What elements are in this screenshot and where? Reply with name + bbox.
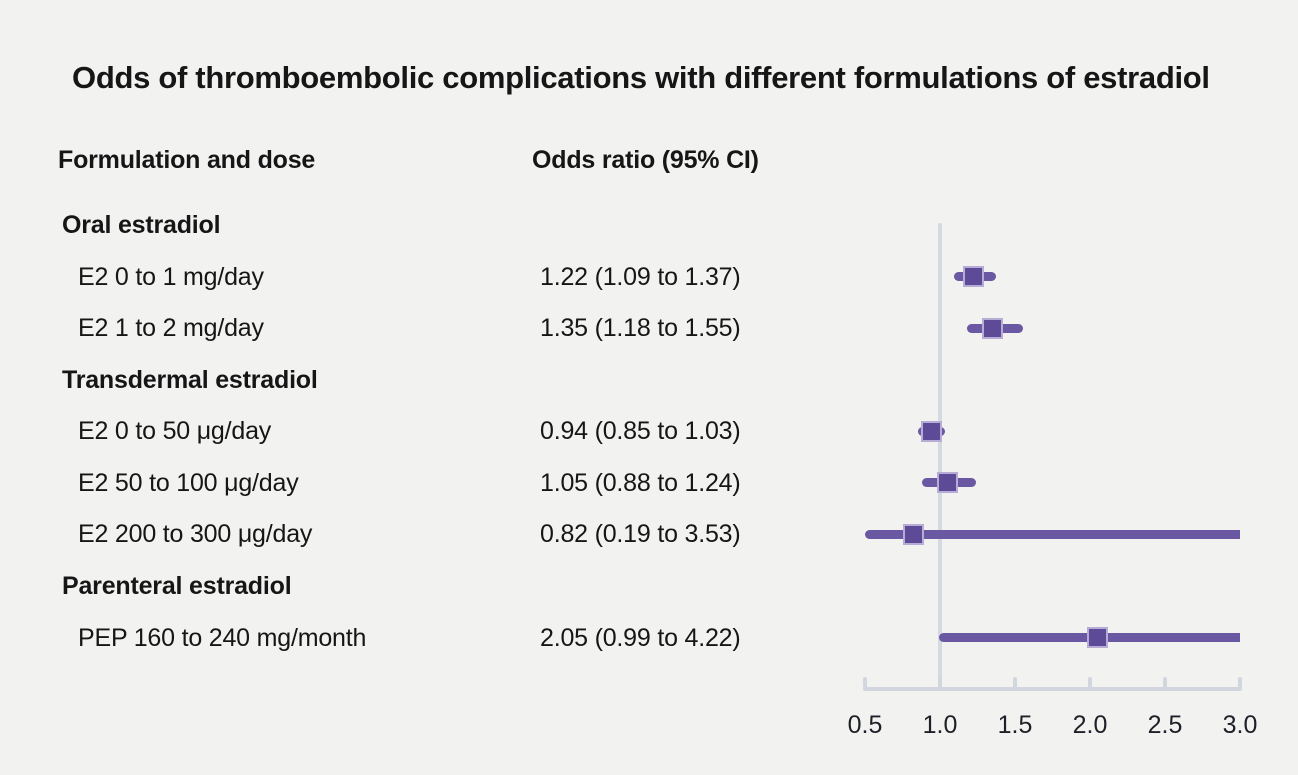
x-axis-tick-label: 2.5: [1147, 711, 1183, 739]
odds-ratio-marker: [1087, 627, 1108, 648]
confidence-interval-line: [865, 529, 1240, 539]
odds-ratio-marker: [937, 472, 958, 494]
odds-ratio-value: 1.05 (0.88 to 1.24): [540, 468, 741, 497]
x-axis-tick: [1013, 677, 1017, 688]
row-label: E2 50 to 100 μg/day: [78, 468, 299, 497]
row-label: PEP 160 to 240 mg/month: [78, 623, 367, 652]
row-label: E2 1 to 2 mg/day: [78, 314, 264, 343]
chart-title: Odds of thromboembolic complications wit…: [72, 60, 1210, 95]
x-axis-tick-label: 3.0: [1222, 711, 1258, 739]
odds-ratio-value: 0.94 (0.85 to 1.03): [540, 417, 741, 446]
group-header: Parenteral estradiol: [62, 571, 292, 600]
odds-ratio-marker: [982, 317, 1003, 339]
group-header: Transdermal estradiol: [62, 365, 318, 394]
reference-line: [938, 223, 942, 689]
odds-ratio-marker: [902, 523, 924, 545]
odds-ratio-value: 1.22 (1.09 to 1.37): [540, 262, 741, 291]
row-label: E2 0 to 1 mg/day: [78, 262, 264, 291]
x-axis-tick: [1163, 677, 1167, 688]
x-axis: [863, 687, 1242, 691]
x-axis-tick: [1088, 677, 1092, 688]
odds-ratio-value: 0.82 (0.19 to 3.53): [540, 520, 741, 549]
x-axis-tick-label: 0.5: [847, 711, 883, 739]
odds-ratio-marker: [962, 266, 984, 288]
column-header-formulation: Formulation and dose: [58, 146, 316, 174]
x-axis-tick: [863, 677, 867, 688]
x-axis-tick-label: 1.5: [997, 711, 1033, 739]
x-axis-tick-label: 2.0: [1072, 711, 1108, 739]
column-header-odds-ratio: Odds ratio (95% CI): [532, 146, 759, 174]
x-axis-tick-label: 1.0: [922, 711, 958, 739]
row-label: E2 200 to 300 μg/day: [78, 520, 313, 549]
x-axis-tick: [1238, 677, 1242, 688]
odds-ratio-value: 2.05 (0.99 to 4.22): [540, 623, 741, 652]
odds-ratio-value: 1.35 (1.18 to 1.55): [540, 314, 741, 343]
group-header: Oral estradiol: [62, 211, 221, 239]
x-axis-tick: [938, 677, 942, 688]
row-label: E2 0 to 50 μg/day: [78, 417, 272, 446]
odds-ratio-marker: [920, 420, 942, 442]
